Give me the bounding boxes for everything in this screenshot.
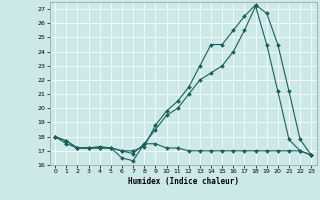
X-axis label: Humidex (Indice chaleur): Humidex (Indice chaleur): [128, 177, 239, 186]
